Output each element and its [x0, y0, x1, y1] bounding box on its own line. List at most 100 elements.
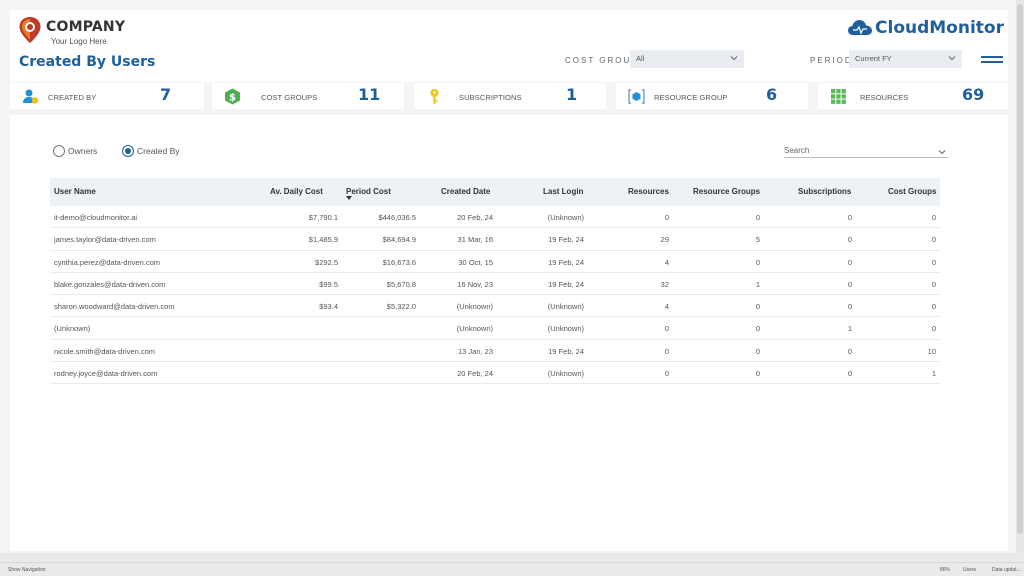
radio-circle — [122, 145, 134, 157]
kpi-value: 7 — [160, 85, 172, 104]
col-subscriptions[interactable]: Subscriptions — [798, 187, 852, 196]
table-cell: 20 Feb, 24 — [457, 213, 493, 222]
table-cell: 0 — [931, 279, 936, 289]
table-cell: 16 Nov, 23 — [457, 279, 493, 289]
period-value: Current FY — [855, 54, 892, 63]
table-cell: (Unknown) — [54, 324, 91, 334]
col-user-name[interactable]: User Name — [54, 187, 96, 196]
table-cell: (Unknown) — [547, 302, 584, 312]
table-cell: $93.4 — [319, 302, 338, 312]
col-resources[interactable]: Resources — [628, 187, 669, 196]
chevron-down-icon — [730, 56, 738, 61]
col-created-date[interactable]: Created Date — [441, 187, 491, 196]
vertical-scrollbar[interactable] — [1016, 0, 1024, 553]
table-cell: 0 — [847, 257, 852, 267]
table-cell: 32 — [660, 279, 669, 289]
dollar-icon: $ — [225, 88, 240, 105]
table-row[interactable]: it-demo@cloudmonitor.ai $7,790.1 $446,036.… — [50, 206, 940, 229]
kpi-cost-groups[interactable]: $ COST GROUPS 11 — [212, 83, 404, 109]
table-cell: 0 — [847, 235, 852, 245]
table-cell: $292.5 — [315, 257, 338, 267]
table-cell: 0 — [664, 369, 669, 379]
report-header: COMPANY Your Logo Here Created By Users … — [10, 10, 1008, 82]
table-row[interactable]: james.taylor@data-driven.com $1,485.9 $84,… — [50, 228, 940, 251]
col-period-cost[interactable]: Period Cost — [346, 187, 391, 196]
table-cell: 0 — [931, 213, 936, 222]
table-row[interactable]: (Unknown) (Unknown) (Unknown) 0 0 1 0 — [50, 317, 940, 340]
col-av-daily-cost[interactable]: Av. Daily Cost — [270, 187, 323, 196]
table-cell: 0 — [664, 213, 669, 222]
table-cell: 0 — [931, 302, 936, 312]
table-cell: $446,036.5 — [378, 213, 416, 222]
radio-created-by[interactable]: Created By — [122, 145, 180, 157]
show-navigation-button[interactable]: Show Navigation — [8, 567, 46, 573]
key-icon — [430, 89, 439, 104]
col-resource-groups[interactable]: Resource Groups — [693, 187, 761, 196]
table-cell: 19 Feb, 24 — [548, 346, 584, 356]
table-cell: 0 — [931, 235, 936, 245]
table-cell: 0 — [755, 324, 760, 334]
table-cell: 0 — [931, 257, 936, 267]
table-cell: 0 — [931, 324, 936, 334]
col-last-login[interactable]: Last Login — [543, 187, 584, 196]
table-cell: $7,790.1 — [308, 213, 338, 222]
table-row[interactable]: rodney.joyce@data-driven.com 20 Feb, 24 (U… — [50, 362, 940, 385]
table-row[interactable]: blake.gonzales@data-driven.com $99.5 $5,67… — [50, 273, 940, 296]
users-table: User Name Av. Daily Cost Period Cost Cre… — [50, 178, 940, 385]
kpi-value: 1 — [566, 85, 578, 104]
cost-group-dropdown[interactable]: All — [630, 50, 744, 68]
table-row[interactable]: nicole.smith@data-driven.com 13 Jan, 23 19… — [50, 340, 940, 363]
logo-subtitle: Your Logo Here — [51, 37, 107, 46]
menu-line — [981, 61, 1003, 63]
table-cell: nicole.smith@data-driven.com — [54, 346, 155, 356]
table-cell: 0 — [847, 279, 852, 289]
table-cell: (Unknown) — [547, 324, 584, 334]
kpi-value: 69 — [962, 85, 985, 104]
radio-owners[interactable]: Owners — [53, 145, 97, 157]
search-input[interactable]: Search — [784, 146, 948, 158]
table-cell: blake.gonzales@data-driven.com — [54, 279, 166, 289]
status-bar: Show Navigation 86% Users Data updat... — [0, 562, 1024, 576]
kpi-resource-group[interactable]: RESOURCE GROUP 6 — [616, 83, 808, 109]
table-cell: 0 — [755, 302, 760, 312]
table-cell: (Unknown) — [456, 302, 493, 312]
radio-owners-label: Owners — [68, 146, 98, 156]
table-row[interactable]: cynthia.perez@data-driven.com $292.5 $16,6… — [50, 251, 940, 273]
table-cell: 0 — [755, 213, 760, 222]
report-page: COMPANY Your Logo Here Created By Users … — [10, 0, 1024, 553]
chevron-down-icon — [948, 56, 956, 61]
table-cell: 4 — [664, 302, 669, 312]
kpi-label: RESOURCE GROUP — [654, 93, 728, 102]
sort-desc-icon — [346, 196, 352, 200]
scrollbar-thumb[interactable] — [1017, 4, 1023, 534]
table-cell: 1 — [755, 279, 760, 289]
page-tab-users[interactable]: Users — [963, 567, 977, 573]
col-cost-groups[interactable]: Cost Groups — [888, 187, 937, 196]
table-cell: 19 Feb, 24 — [548, 279, 584, 289]
table-cell: 4 — [664, 257, 669, 267]
period-dropdown[interactable]: Current FY — [849, 50, 962, 68]
kpi-created-by[interactable]: CREATED BY 7 — [10, 83, 204, 109]
table-cell: $99.5 — [319, 279, 338, 289]
table-cell: 0 — [755, 346, 760, 356]
zoom-level[interactable]: 86% — [940, 567, 951, 573]
table-cell: 0 — [755, 257, 760, 267]
table-cell: $5,322.0 — [386, 302, 416, 312]
menu-button[interactable] — [981, 56, 1003, 68]
kpi-label: SUBSCRIPTIONS — [459, 93, 522, 102]
table-cell: it-demo@cloudmonitor.ai — [54, 213, 138, 222]
cloudmonitor-brand: CloudMonitor — [847, 17, 1004, 39]
kpi-resources[interactable]: RESOURCES 69 — [818, 83, 1008, 109]
table-cell: 13 Jan, 23 — [457, 346, 493, 356]
data-updated-status: Data updat... — [992, 567, 1021, 573]
kpi-subscriptions[interactable]: SUBSCRIPTIONS 1 — [414, 83, 606, 109]
menu-line — [981, 56, 1003, 58]
cloud-icon — [848, 20, 873, 35]
table-cell: (Unknown) — [547, 213, 584, 222]
location-pin-icon — [19, 17, 41, 43]
resource-group-icon — [628, 89, 645, 104]
table-cell: $16,673.6 — [382, 257, 416, 267]
table-row[interactable]: sharon.woodward@data-driven.com $93.4 $5,3… — [50, 295, 940, 318]
table-cell: 0 — [847, 346, 852, 356]
chevron-down-icon — [938, 150, 946, 155]
